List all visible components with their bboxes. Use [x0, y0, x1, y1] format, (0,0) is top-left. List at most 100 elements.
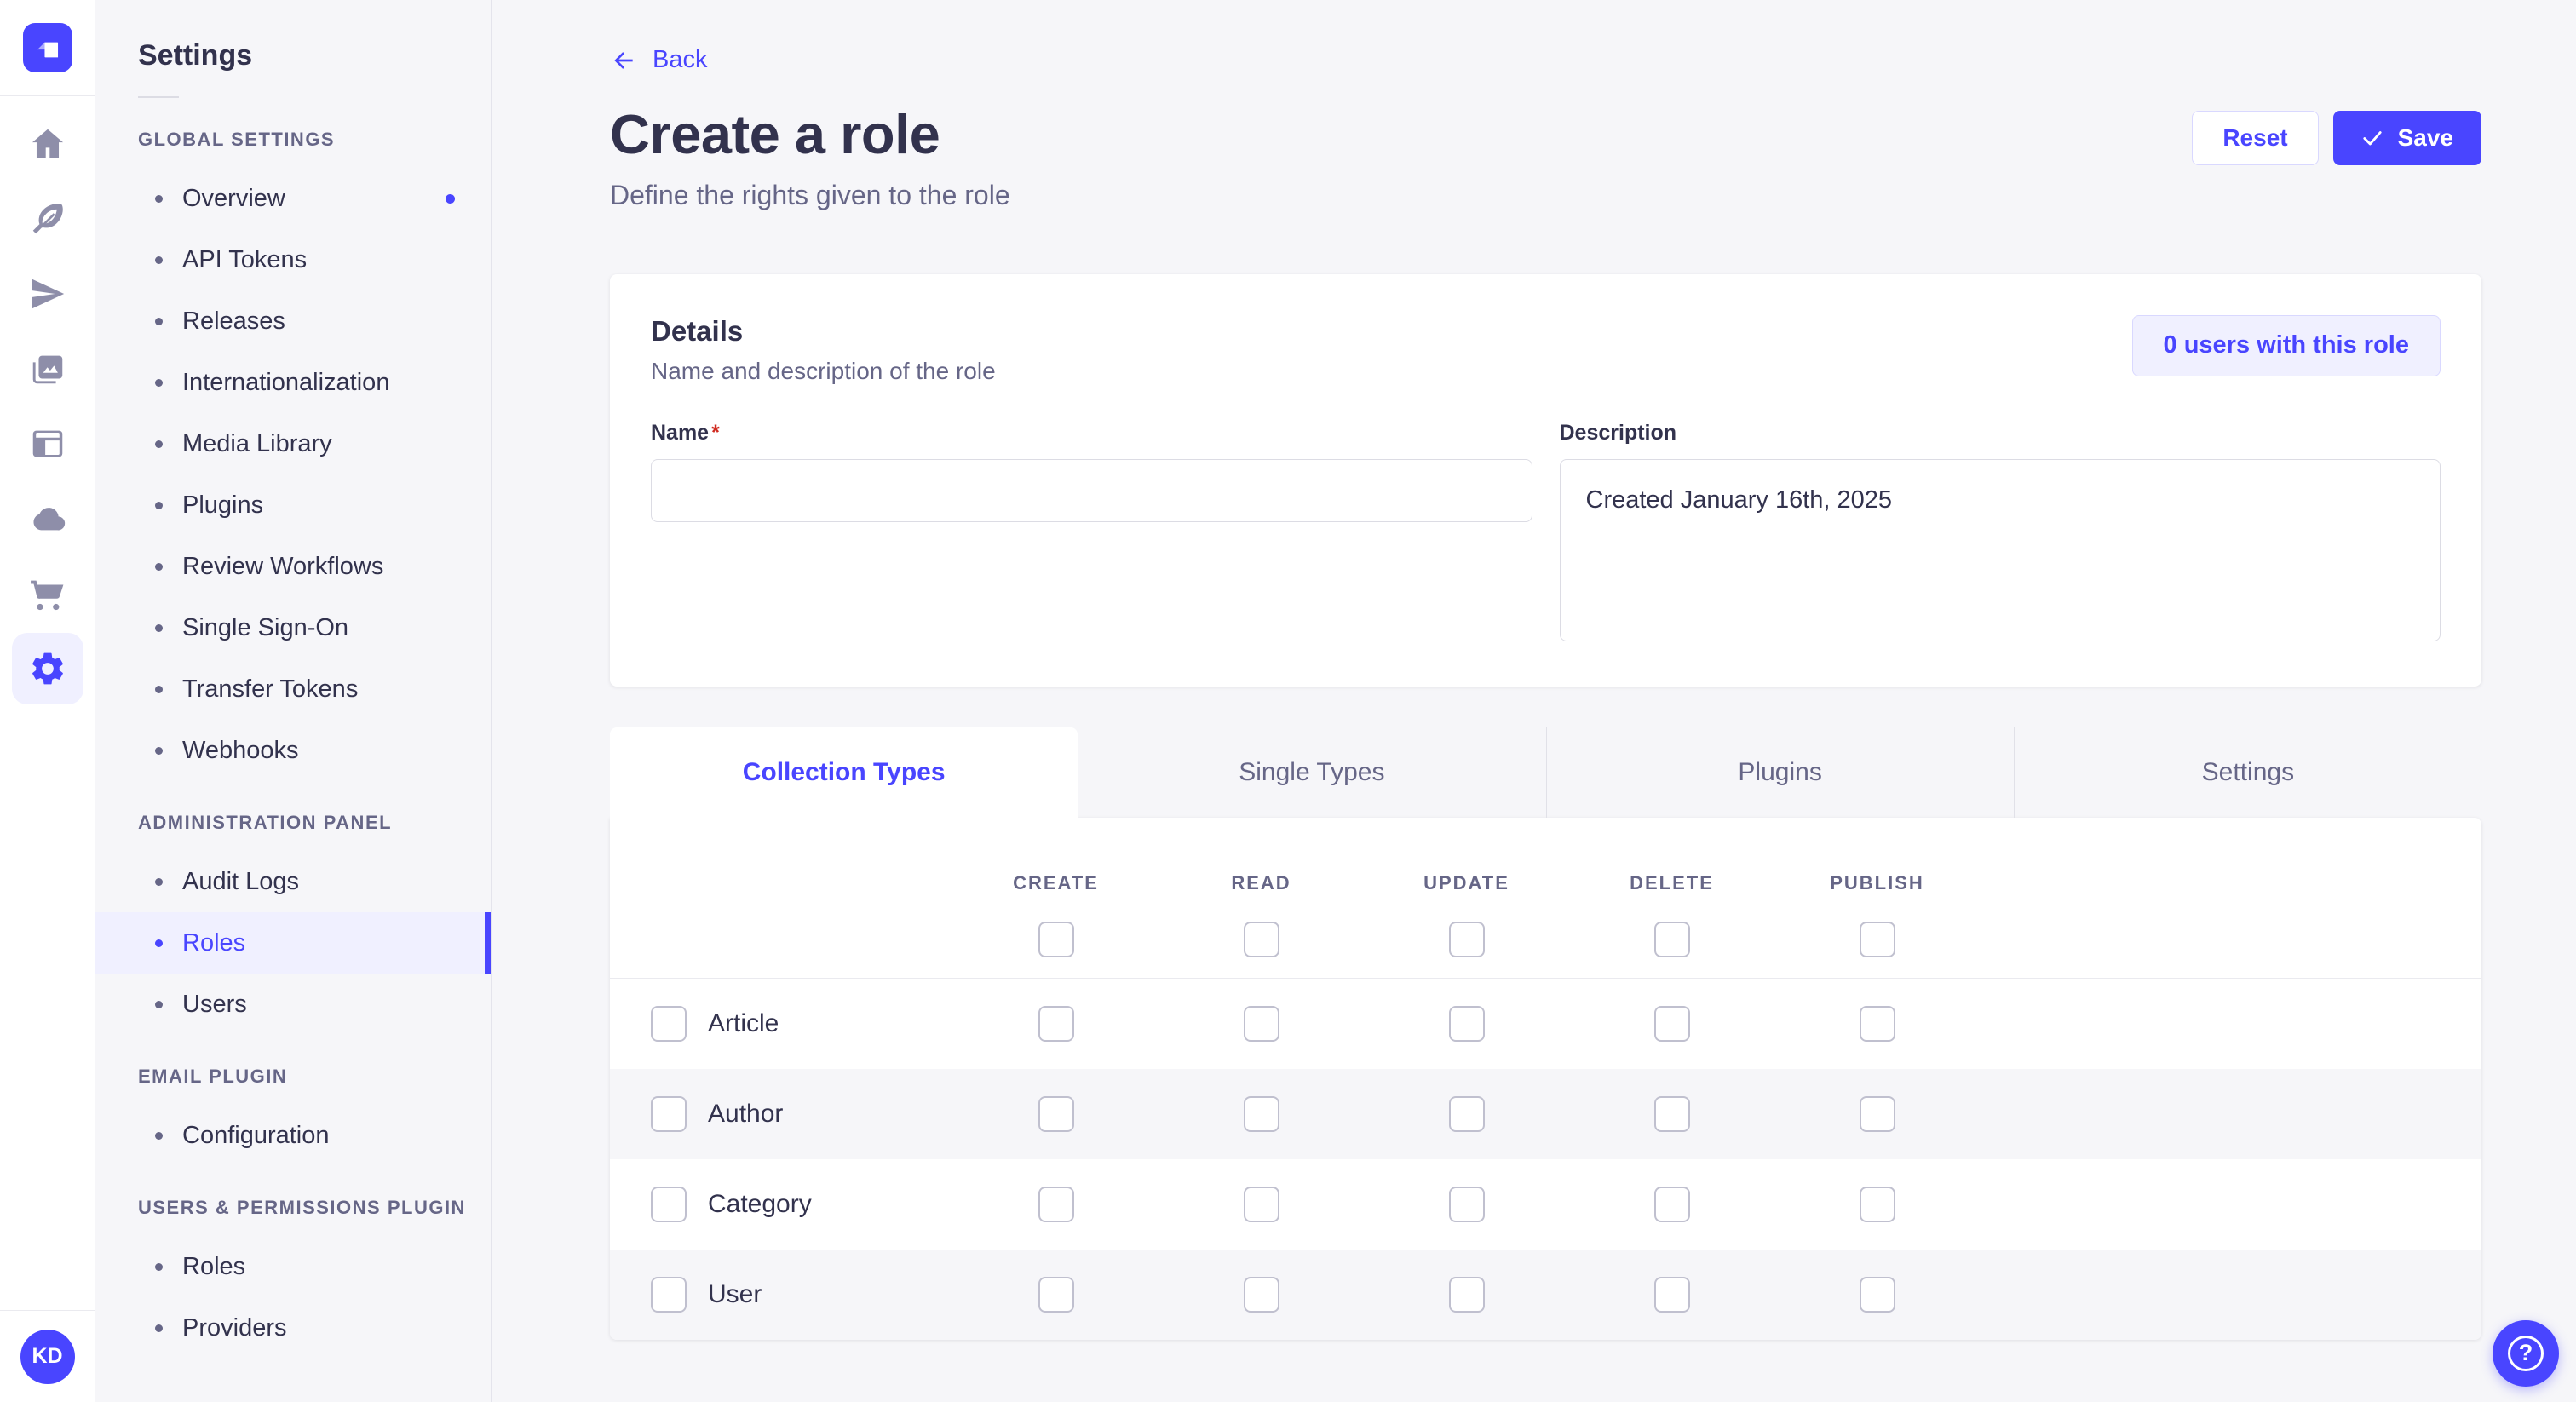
row-select-checkbox[interactable] [651, 1095, 687, 1132]
sidebar-item-label: Configuration [182, 1121, 330, 1149]
tab-plugins[interactable]: Plugins [1545, 727, 2014, 818]
sidebar-item-single-sign-on[interactable]: Single Sign-On [95, 597, 491, 658]
cart-icon[interactable] [0, 556, 95, 631]
bullet-icon [155, 440, 163, 448]
select-all-publish-checkbox[interactable] [1859, 921, 1895, 957]
sidebar-item-review-workflows[interactable]: Review Workflows [95, 536, 491, 597]
article-create-checkbox[interactable] [1038, 1005, 1074, 1042]
row-select-checkbox[interactable] [651, 1005, 687, 1042]
bullet-icon [155, 562, 163, 571]
sidebar-item-providers[interactable]: Providers [95, 1297, 491, 1359]
tab-settings[interactable]: Settings [2013, 727, 2481, 818]
save-button[interactable]: Save [2332, 110, 2481, 165]
user-delete-checkbox[interactable] [1653, 1276, 1690, 1313]
table-row-user: User [610, 1249, 2481, 1340]
active-nav-highlight [11, 633, 83, 704]
sidebar-item-label: Plugins [182, 491, 264, 519]
media-library-icon[interactable] [0, 331, 95, 406]
subnav-divider [138, 96, 179, 98]
sidebar-item-label: Roles [182, 928, 246, 957]
author-update-checkbox[interactable] [1448, 1095, 1485, 1132]
permissions-table-header: CREATE READ UPDATE DELETE PUBLISH [610, 818, 2481, 979]
table-row-category: Category [610, 1159, 2481, 1250]
header-actions: Reset Save [2192, 110, 2481, 165]
sidebar-item-users[interactable]: Users [95, 974, 491, 1035]
reset-button[interactable]: Reset [2192, 110, 2319, 165]
subnav-section-email-plugin: EMAIL PLUGIN Configuration [95, 1066, 491, 1166]
category-update-checkbox[interactable] [1448, 1186, 1485, 1222]
tab-collection-types[interactable]: Collection Types [610, 727, 1078, 818]
user-update-checkbox[interactable] [1448, 1276, 1485, 1313]
user-read-checkbox[interactable] [1243, 1276, 1279, 1313]
article-read-checkbox[interactable] [1243, 1005, 1279, 1042]
sidebar-item-api-tokens[interactable]: API Tokens [95, 229, 491, 290]
sidebar-item-plugins[interactable]: Plugins [95, 474, 491, 536]
sidebar-item-overview[interactable]: Overview [95, 168, 491, 229]
select-all-read-checkbox[interactable] [1243, 921, 1279, 957]
section-heading: GLOBAL SETTINGS [138, 129, 336, 150]
sidebar-item-label: API Tokens [182, 245, 308, 273]
paper-plane-icon[interactable] [0, 256, 95, 331]
author-delete-checkbox[interactable] [1653, 1095, 1690, 1132]
page-subtitle: Define the rights given to the role [610, 179, 1010, 210]
users-with-role-button[interactable]: 0 users with this role [2131, 314, 2441, 376]
back-link[interactable]: Back [610, 46, 707, 74]
sidebar-item-releases[interactable]: Releases [95, 290, 491, 352]
category-publish-checkbox[interactable] [1859, 1186, 1895, 1222]
section-heading: EMAIL PLUGIN [138, 1066, 288, 1087]
pen-icon[interactable] [0, 181, 95, 256]
column-header-delete: DELETE [1630, 871, 1714, 893]
page-title: Create a role [610, 102, 940, 165]
sidebar-item-roles[interactable]: Roles [95, 912, 491, 974]
rail-icon-list [0, 96, 95, 706]
sidebar-item-up-roles[interactable]: Roles [95, 1236, 491, 1297]
column-header-publish: PUBLISH [1830, 871, 1924, 893]
user-create-checkbox[interactable] [1038, 1276, 1074, 1313]
cloud-icon[interactable] [0, 481, 95, 556]
sidebar-item-webhooks[interactable]: Webhooks [95, 720, 491, 781]
row-select-checkbox[interactable] [651, 1186, 687, 1222]
select-all-update-checkbox[interactable] [1448, 921, 1485, 957]
row-select-checkbox[interactable] [651, 1276, 687, 1313]
details-subtitle: Name and description of the role [651, 357, 996, 384]
bullet-icon [155, 317, 163, 325]
category-create-checkbox[interactable] [1038, 1186, 1074, 1222]
select-all-create-checkbox[interactable] [1038, 921, 1074, 957]
tab-single-types[interactable]: Single Types [1239, 757, 1385, 786]
sidebar-item-configuration[interactable]: Configuration [95, 1105, 491, 1166]
author-read-checkbox[interactable] [1243, 1095, 1279, 1132]
help-button[interactable]: ? [2493, 1320, 2559, 1387]
question-mark-icon: ? [2508, 1336, 2544, 1371]
sidebar-item-transfer-tokens[interactable]: Transfer Tokens [95, 658, 491, 720]
sidebar-item-label: Internationalization [182, 368, 390, 396]
author-create-checkbox[interactable] [1038, 1095, 1074, 1132]
select-all-row [610, 921, 2481, 957]
article-publish-checkbox[interactable] [1859, 1005, 1895, 1042]
layout-icon[interactable] [0, 406, 95, 481]
description-textarea[interactable]: Created January 16th, 2025 [1559, 458, 2441, 641]
category-delete-checkbox[interactable] [1653, 1186, 1690, 1222]
article-delete-checkbox[interactable] [1653, 1005, 1690, 1042]
user-publish-checkbox[interactable] [1859, 1276, 1895, 1313]
select-all-delete-checkbox[interactable] [1653, 921, 1690, 957]
bullet-icon [155, 877, 163, 886]
author-publish-checkbox[interactable] [1859, 1095, 1895, 1132]
sidebar-item-internationalization[interactable]: Internationalization [95, 352, 491, 413]
row-label: Article [708, 1008, 779, 1037]
article-update-checkbox[interactable] [1448, 1005, 1485, 1042]
sidebar-item-label: Providers [182, 1313, 287, 1342]
column-header-read: READ [1231, 871, 1291, 893]
category-read-checkbox[interactable] [1243, 1186, 1279, 1222]
row-label: User [708, 1279, 762, 1308]
back-label: Back [653, 46, 708, 73]
sidebar-item-audit-logs[interactable]: Audit Logs [95, 851, 491, 912]
user-avatar[interactable]: KD [20, 1329, 75, 1384]
sidebar-item-media-library[interactable]: Media Library [95, 413, 491, 474]
strapi-logo[interactable] [0, 0, 95, 96]
settings-gear-icon[interactable] [0, 631, 95, 706]
details-title: Details [651, 314, 744, 347]
home-icon[interactable] [0, 106, 95, 181]
name-input[interactable] [651, 458, 1532, 522]
sidebar-item-label: Users [182, 990, 247, 1018]
